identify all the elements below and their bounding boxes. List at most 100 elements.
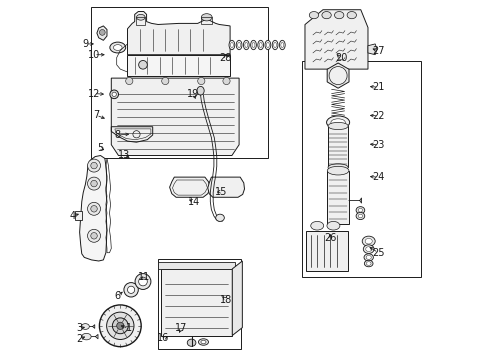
- Bar: [158, 262, 235, 269]
- Ellipse shape: [237, 42, 240, 48]
- Polygon shape: [80, 156, 107, 261]
- Polygon shape: [161, 269, 232, 336]
- Text: 8: 8: [115, 130, 121, 140]
- Ellipse shape: [264, 40, 270, 50]
- Text: 15: 15: [214, 186, 227, 197]
- Ellipse shape: [330, 119, 345, 126]
- Ellipse shape: [259, 42, 262, 48]
- Bar: [75, 211, 82, 220]
- Ellipse shape: [228, 40, 234, 50]
- Ellipse shape: [328, 67, 346, 85]
- Ellipse shape: [91, 162, 97, 169]
- Text: 19: 19: [187, 89, 199, 99]
- Ellipse shape: [87, 229, 101, 242]
- Bar: [201, 17, 212, 24]
- Text: 1: 1: [125, 323, 131, 333]
- Ellipse shape: [87, 177, 101, 190]
- Ellipse shape: [215, 214, 224, 221]
- Ellipse shape: [187, 339, 196, 346]
- Text: 6: 6: [115, 291, 121, 301]
- Text: 3: 3: [77, 323, 82, 333]
- Ellipse shape: [358, 214, 362, 218]
- Ellipse shape: [106, 312, 134, 339]
- Ellipse shape: [365, 238, 371, 244]
- Ellipse shape: [99, 305, 141, 347]
- Text: 4: 4: [69, 211, 75, 221]
- Ellipse shape: [244, 42, 247, 48]
- Bar: [327, 126, 347, 167]
- Polygon shape: [169, 177, 210, 197]
- Text: 22: 22: [371, 111, 384, 121]
- Ellipse shape: [355, 207, 364, 214]
- Polygon shape: [207, 177, 244, 197]
- Text: 24: 24: [371, 172, 384, 182]
- Polygon shape: [367, 44, 376, 55]
- Ellipse shape: [136, 14, 145, 20]
- Bar: [136, 17, 145, 25]
- Polygon shape: [326, 63, 348, 88]
- Bar: [326, 171, 348, 224]
- Ellipse shape: [162, 77, 168, 85]
- Ellipse shape: [110, 42, 125, 53]
- Ellipse shape: [91, 206, 97, 212]
- Ellipse shape: [113, 45, 122, 50]
- Ellipse shape: [125, 77, 133, 85]
- Polygon shape: [127, 55, 230, 76]
- Ellipse shape: [310, 221, 323, 230]
- Text: 16: 16: [157, 333, 169, 343]
- Ellipse shape: [99, 30, 105, 35]
- Text: 13: 13: [118, 150, 130, 160]
- Ellipse shape: [198, 339, 208, 345]
- Polygon shape: [111, 78, 239, 156]
- Text: 21: 21: [371, 82, 384, 92]
- Ellipse shape: [355, 212, 364, 220]
- Ellipse shape: [257, 40, 263, 50]
- Ellipse shape: [326, 221, 339, 230]
- Ellipse shape: [81, 333, 91, 340]
- Text: 10: 10: [88, 50, 100, 60]
- Ellipse shape: [223, 77, 230, 85]
- Bar: [306, 231, 347, 271]
- Ellipse shape: [366, 262, 370, 265]
- Text: 7: 7: [93, 110, 99, 120]
- Ellipse shape: [326, 116, 349, 129]
- Ellipse shape: [230, 42, 233, 48]
- Ellipse shape: [273, 42, 276, 48]
- Ellipse shape: [112, 318, 128, 334]
- Text: 17: 17: [175, 323, 187, 333]
- Ellipse shape: [110, 90, 118, 99]
- Ellipse shape: [243, 40, 249, 50]
- Ellipse shape: [81, 324, 89, 329]
- Ellipse shape: [139, 277, 147, 286]
- Ellipse shape: [87, 159, 101, 172]
- Polygon shape: [305, 10, 367, 69]
- Text: 18: 18: [219, 294, 231, 305]
- Ellipse shape: [272, 40, 277, 50]
- Text: 9: 9: [82, 39, 88, 49]
- Polygon shape: [97, 26, 107, 40]
- Bar: [91, 7, 267, 158]
- Ellipse shape: [117, 322, 123, 329]
- Ellipse shape: [139, 60, 147, 69]
- Ellipse shape: [266, 42, 269, 48]
- Ellipse shape: [216, 293, 225, 301]
- Ellipse shape: [364, 260, 372, 267]
- Ellipse shape: [362, 236, 374, 246]
- Text: 11: 11: [138, 272, 150, 282]
- Text: 2: 2: [76, 334, 82, 344]
- Ellipse shape: [321, 12, 330, 19]
- Ellipse shape: [326, 166, 348, 175]
- Ellipse shape: [358, 208, 362, 212]
- Ellipse shape: [279, 40, 285, 50]
- Ellipse shape: [250, 40, 256, 50]
- Ellipse shape: [197, 86, 204, 95]
- Text: 25: 25: [371, 248, 384, 258]
- Ellipse shape: [135, 274, 151, 289]
- Text: 27: 27: [371, 46, 384, 56]
- Text: 12: 12: [88, 89, 100, 99]
- Ellipse shape: [123, 283, 138, 297]
- Ellipse shape: [201, 340, 205, 344]
- Text: 28: 28: [219, 53, 231, 63]
- Text: 26: 26: [324, 233, 336, 243]
- Ellipse shape: [201, 14, 212, 21]
